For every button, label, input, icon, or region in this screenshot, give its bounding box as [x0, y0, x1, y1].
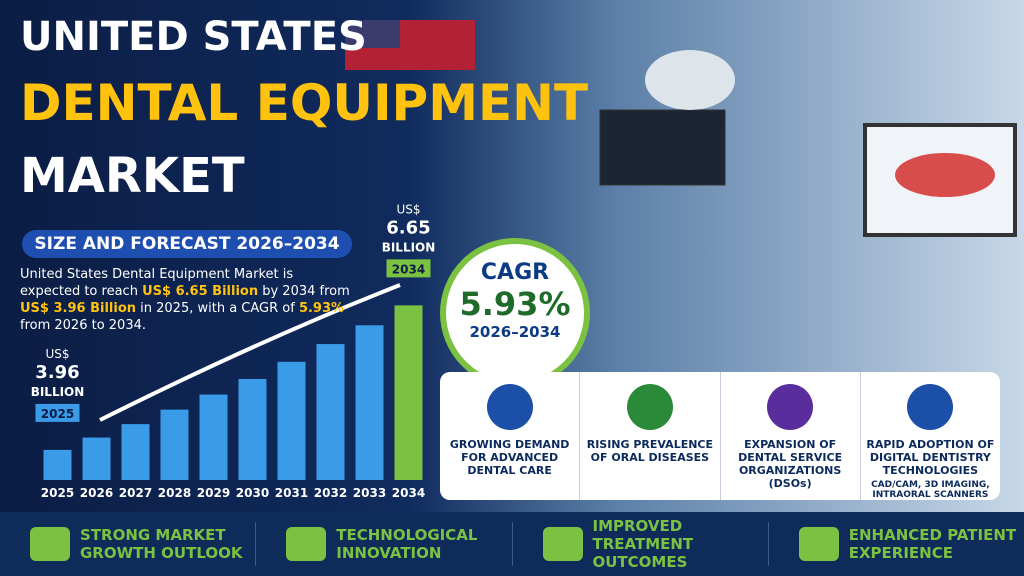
dental-model: [895, 153, 995, 197]
text: in 2025, with a CAGR of: [136, 301, 299, 316]
value-label: 3.96: [35, 362, 79, 383]
text: by 2034 from: [258, 284, 350, 299]
text: US$ 6.65 Billion: [142, 284, 259, 299]
bar: [316, 344, 345, 480]
icon: [907, 384, 954, 430]
icon: [286, 527, 327, 561]
bar: [199, 394, 228, 480]
driver-title: RISING PREVALENCE OF ORAL DISEASES: [586, 438, 714, 464]
icon: [767, 384, 814, 430]
drivers: GROWING DEMAND FOR ADVANCED DENTAL CARE …: [440, 372, 1000, 500]
highlight-text: STRONG MARKET GROWTH OUTLOOK: [80, 526, 243, 562]
x-tick-label: 2031: [275, 486, 308, 500]
driver-card: GROWING DEMAND FOR ADVANCED DENTAL CARE: [440, 372, 581, 500]
icon: [542, 527, 583, 561]
highlight: STRONG MARKET GROWTH OUTLOOK: [0, 522, 257, 566]
year-badge-label: 2034: [392, 262, 425, 276]
icon: [626, 384, 673, 430]
highlight: TECHNOLOGICAL INNOVATION: [256, 522, 513, 566]
highlight: IMPROVED TREATMENT OUTCOMES: [513, 517, 769, 571]
bar: [394, 305, 423, 480]
text: US$ 3.96 Billion: [20, 301, 137, 316]
cagr-period: 2026–2034: [469, 323, 561, 341]
value-prefix: US$: [45, 347, 69, 361]
bar: [355, 325, 384, 480]
year-badge-label: 2025: [41, 407, 74, 421]
bar: [277, 361, 306, 480]
text: United States Dental Equipment Market is…: [20, 267, 294, 299]
trend-arrow: [99, 283, 401, 422]
x-tick-label: 2032: [314, 486, 347, 500]
driver-title: EXPANSION OF DENTAL SERVICE ORGANIZATION…: [738, 438, 843, 490]
subtitle: SIZE AND FORECAST 2026–2034: [22, 230, 352, 258]
value-label: 6.65: [386, 217, 430, 238]
flag: [345, 20, 400, 48]
cagr-badge: CAGR 5.93% 2026–2034: [440, 238, 590, 388]
icon: [30, 527, 70, 561]
highlight-text: IMPROVED TREATMENT OUTCOMES: [592, 517, 694, 571]
driver-card: EXPANSION OF DENTAL SERVICE ORGANIZATION…: [721, 372, 861, 500]
bar: [82, 437, 111, 480]
x-tick-label: 2028: [158, 486, 191, 500]
driver-card: RAPID ADOPTION OF DIGITAL DENTISTRY TECH…: [861, 372, 1000, 500]
cagr-value: 5.93%: [459, 285, 571, 323]
value-suffix: BILLION: [31, 385, 85, 399]
icon: [798, 527, 839, 561]
bar: [160, 409, 189, 480]
bar: [121, 424, 150, 480]
text: from 2026 to 2034.: [20, 318, 147, 333]
value-suffix: BILLION: [382, 240, 436, 254]
x-tick-label: 2025: [41, 486, 74, 500]
bar: [43, 449, 72, 480]
highlight-text: ENHANCED PATIENT EXPERIENCE: [848, 526, 1017, 562]
description: United States Dental Equipment Market is…: [20, 266, 350, 334]
x-tick-label: 2026: [80, 486, 113, 500]
x-tick-label: 2027: [119, 486, 152, 500]
highlight-text: TECHNOLOGICAL INNOVATION: [336, 526, 478, 562]
cagr-label: CAGR: [480, 260, 550, 285]
x-tick-label: 2029: [197, 486, 230, 500]
driver-title: GROWING DEMAND FOR ADVANCED DENTAL CARE: [449, 438, 570, 477]
title: MARKET: [20, 148, 245, 204]
year-badge: [386, 259, 431, 278]
highlight: ENHANCED PATIENT EXPERIENCE: [769, 522, 1024, 566]
text: 5.93%: [298, 301, 345, 316]
title: DENTAL EQUIPMENT: [20, 74, 589, 132]
year-badge: [35, 403, 80, 422]
x-tick-label: 2030: [236, 486, 269, 500]
driver-title: RAPID ADOPTION OF DIGITAL DENTISTRY TECH…: [866, 438, 995, 477]
x-tick-label: 2034: [392, 486, 425, 500]
bar: [238, 378, 267, 480]
x-tick-label: 2033: [353, 486, 386, 500]
icon: [486, 384, 533, 430]
value-prefix: US$: [396, 202, 420, 216]
title: UNITED STATES: [20, 14, 367, 60]
highlights: STRONG MARKET GROWTH OUTLOOK TECHNOLOGIC…: [0, 512, 1024, 576]
dental-lamp: [645, 50, 735, 110]
driver-detail: CAD/CAM, 3D IMAGING, INTRAORAL SCANNERS: [871, 480, 990, 500]
driver-card: RISING PREVALENCE OF ORAL DISEASES: [580, 372, 721, 500]
monitor: [599, 109, 726, 186]
